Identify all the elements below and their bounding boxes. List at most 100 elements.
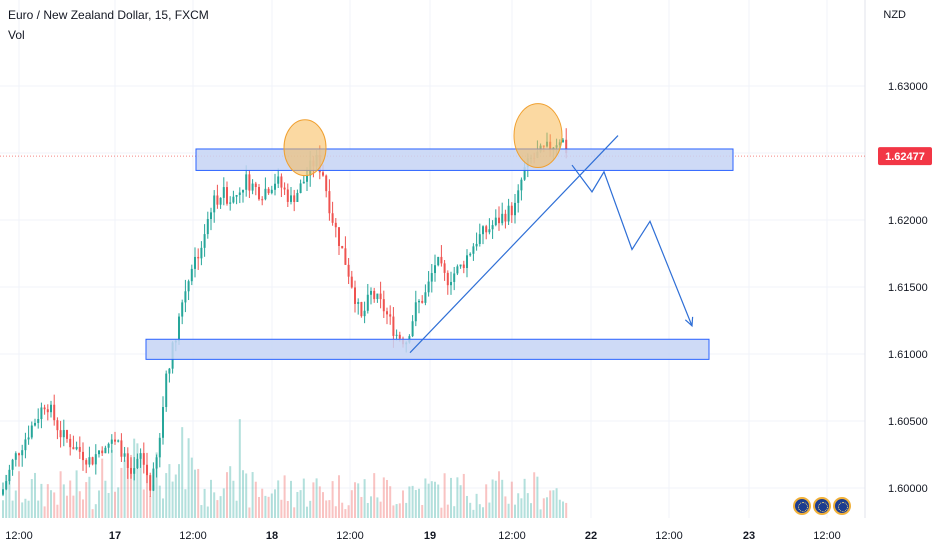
currency-label[interactable]: NZD: [883, 9, 906, 21]
volume-bar: [30, 479, 33, 518]
event-icon[interactable]: [793, 497, 811, 515]
volume-bar: [350, 490, 353, 518]
volume-bar: [107, 492, 110, 518]
volume-bar: [104, 480, 107, 518]
projection-path[interactable]: [571, 164, 693, 327]
volume-bar: [411, 485, 414, 518]
volume-bar: [2, 500, 4, 518]
volume-bar: [174, 474, 177, 518]
volume-bar: [235, 500, 238, 518]
candle-body: [494, 217, 497, 226]
volume-bar: [251, 472, 254, 518]
candle-body: [363, 310, 366, 317]
candle-body: [72, 447, 75, 450]
candle-body: [155, 457, 158, 469]
candle-body: [34, 422, 36, 426]
price-axis[interactable]: 1.630001.625001.620001.615001.610001.605…: [878, 81, 932, 495]
volume-bar: [200, 505, 203, 518]
candle-body: [37, 419, 40, 423]
candle-body: [69, 438, 72, 448]
candle-body: [373, 290, 376, 300]
candle-body: [187, 281, 190, 292]
volume-bar: [40, 483, 43, 518]
volume-bar: [498, 471, 500, 518]
candle-body: [565, 139, 568, 154]
candle-body: [40, 407, 43, 420]
time-tick-label: 12:00: [655, 530, 683, 542]
volume-bar: [434, 481, 436, 518]
trendline[interactable]: [409, 135, 619, 354]
candle-body: [453, 273, 456, 282]
volume-bar: [59, 471, 62, 518]
candle-body: [206, 219, 209, 235]
volume-bar: [389, 486, 392, 518]
volume-bar: [18, 471, 20, 518]
candle-body: [261, 199, 264, 201]
highlight-circle[interactable]: [283, 119, 327, 177]
candle-body: [94, 454, 97, 465]
event-icon[interactable]: [833, 497, 851, 515]
candle-body: [18, 453, 20, 456]
candle-body: [46, 409, 49, 413]
volume-bar: [21, 502, 24, 518]
volume-bar: [216, 500, 219, 518]
volume-bar: [66, 495, 68, 518]
resistance-zone[interactable]: [195, 148, 734, 171]
candle-body: [379, 293, 382, 300]
volume-bar: [558, 499, 561, 518]
candle-body: [85, 460, 88, 465]
candle-body: [501, 213, 504, 224]
candle-body: [117, 440, 120, 442]
candle-body: [2, 489, 4, 495]
symbol-title[interactable]: Euro / New Zealand Dollar, 15, FXCM: [8, 8, 209, 22]
volume-bar: [392, 505, 395, 518]
candle-body: [142, 453, 145, 465]
zones[interactable]: [145, 148, 734, 360]
volume-bar: [27, 500, 30, 518]
price-tick-label: 1.61000: [888, 349, 928, 361]
candle-body: [21, 450, 24, 456]
volume-bar: [421, 505, 424, 518]
candle-body: [66, 430, 68, 439]
volume-bar: [283, 475, 286, 518]
current-price-badge: [878, 147, 932, 166]
volume-bar: [306, 506, 308, 518]
support-zone[interactable]: [145, 338, 710, 360]
candle-body: [434, 265, 436, 274]
candle-body: [24, 439, 27, 451]
candle-body: [424, 292, 427, 303]
volume-bar: [357, 483, 360, 518]
highlight-circle[interactable]: [513, 103, 563, 169]
volume-bar: [373, 473, 376, 518]
volume-bar: [552, 490, 555, 518]
time-axis[interactable]: 12:00 17 12:00 18 12:00 19 12:00 22 12:00 23 12:00: [5, 530, 841, 542]
volume-bar: [168, 464, 171, 518]
volume-bar: [117, 487, 120, 518]
volume-bar: [110, 449, 113, 518]
volume-bar: [37, 500, 40, 518]
candle-body: [213, 195, 216, 213]
volume-bar: [8, 478, 11, 518]
candle-body: [274, 183, 276, 190]
price-tick-label: 1.62000: [888, 215, 928, 227]
candle-body: [430, 273, 433, 282]
drawings[interactable]: [283, 103, 694, 354]
time-tick-label: 12:00: [5, 530, 33, 542]
volume-bar: [523, 478, 526, 518]
volume-bar: [562, 501, 564, 518]
volume-bar: [414, 489, 417, 518]
candle-body: [251, 183, 254, 191]
candle-body: [392, 316, 395, 336]
volume-bar: [366, 502, 369, 518]
volume-bar: [315, 478, 318, 518]
volume-bar: [370, 496, 372, 518]
candle-body: [414, 302, 417, 322]
volume-bar: [72, 495, 75, 518]
volume-bar: [88, 476, 91, 518]
candle-body: [190, 268, 193, 282]
event-icon[interactable]: [813, 497, 831, 515]
volume-bar: [290, 480, 292, 518]
candle-body: [248, 174, 251, 191]
candle-body: [56, 420, 59, 431]
